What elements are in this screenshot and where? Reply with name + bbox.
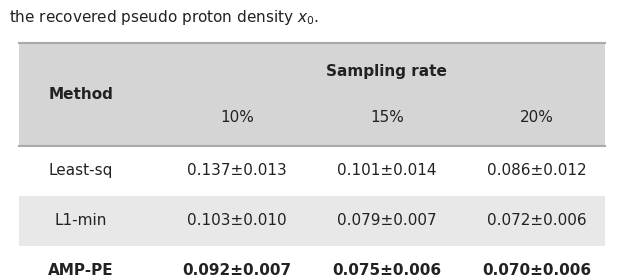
Text: 0.070±0.006: 0.070±0.006 [482,263,591,278]
Text: Sampling rate: Sampling rate [326,64,447,80]
Bar [19,196,605,246]
Bar [19,246,605,278]
Text: 0.075±0.006: 0.075±0.006 [333,263,441,278]
Text: the recovered pseudo proton density $x_0$.: the recovered pseudo proton density $x_0… [9,8,319,27]
Bar [19,146,605,196]
Text: 0.086±0.012: 0.086±0.012 [487,163,587,178]
Text: 0.079±0.007: 0.079±0.007 [337,213,437,228]
Text: 0.103±0.010: 0.103±0.010 [187,213,287,228]
Text: 20%: 20% [520,110,553,125]
Text: 15%: 15% [370,110,404,125]
Text: AMP-PE: AMP-PE [48,263,114,278]
Text: 0.072±0.006: 0.072±0.006 [487,213,587,228]
Text: 0.101±0.014: 0.101±0.014 [337,163,437,178]
Text: 0.137±0.013: 0.137±0.013 [187,163,287,178]
Text: 0.092±0.007: 0.092±0.007 [183,263,291,278]
Text: Least-sq: Least-sq [49,163,114,178]
Text: 10%: 10% [220,110,254,125]
Text: L1-min: L1-min [55,213,107,228]
Bar [19,43,605,146]
Text: Method: Method [49,87,114,102]
